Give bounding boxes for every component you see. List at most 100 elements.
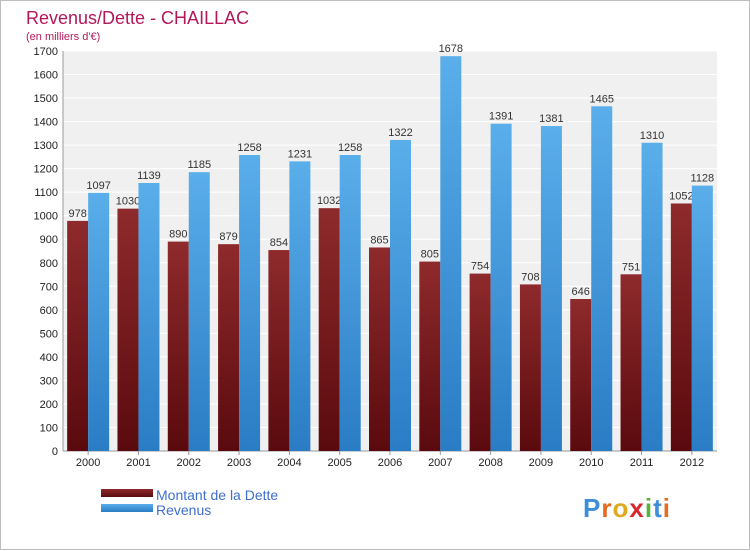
y-tick-label: 1000 <box>34 211 58 223</box>
data-label-revenus: 1381 <box>539 113 563 125</box>
data-label-revenus: 1258 <box>237 142 261 154</box>
bar-revenus <box>339 155 361 451</box>
logo-letter: i <box>645 493 653 523</box>
legend-label-revenus: Revenus <box>156 502 211 518</box>
bar-dette <box>469 273 491 451</box>
bars: 978 1097 1030 1139 890 1185 879 1258 854 1231 1032… <box>67 43 715 452</box>
legend: Montant de la Dette Revenus <box>101 487 278 518</box>
legend-swatch-dette <box>101 489 153 497</box>
x-tick-label: 2012 <box>680 457 704 469</box>
bar-revenus <box>490 123 512 452</box>
logo-letter: i <box>663 493 671 523</box>
logo-letter: o <box>612 493 629 523</box>
x-tick-label: 2002 <box>177 457 201 469</box>
logo-letter: r <box>601 493 612 523</box>
x-tick-label: 2008 <box>478 457 502 469</box>
bar-revenus <box>289 161 311 451</box>
data-label-revenus: 1391 <box>489 111 513 123</box>
data-label-revenus: 1465 <box>589 93 613 105</box>
bar-revenus <box>691 185 713 451</box>
data-label-dette: 879 <box>219 231 237 243</box>
y-tick-label: 1600 <box>34 70 58 82</box>
data-label-revenus: 1185 <box>187 159 211 171</box>
y-tick-label: 400 <box>40 352 58 364</box>
x-tick-label: 2005 <box>327 457 351 469</box>
x-axis-ticks: 2000 2001 2002 2003 2004 2005 2006 2007 2008 2009… <box>76 451 704 469</box>
x-tick-label: 2007 <box>428 457 452 469</box>
bar-revenus <box>641 142 663 451</box>
bar-revenus <box>239 155 261 451</box>
y-tick-label: 200 <box>40 399 58 411</box>
bar-revenus <box>88 192 110 451</box>
bar-revenus <box>138 183 160 451</box>
data-label-revenus: 1231 <box>288 148 312 160</box>
data-label-revenus: 1128 <box>691 173 715 185</box>
data-label-dette: 1052 <box>669 190 693 202</box>
y-tick-label: 1400 <box>34 117 58 129</box>
y-tick-label: 1700 <box>34 46 58 58</box>
x-tick-label: 2000 <box>76 457 100 469</box>
x-tick-label: 2003 <box>227 457 251 469</box>
data-label-revenus: 1310 <box>640 130 664 142</box>
y-tick-label: 700 <box>40 281 58 293</box>
bar-dette <box>318 208 340 451</box>
proxiti-logo: Proxiti <box>583 493 671 523</box>
x-tick-label: 2011 <box>630 457 654 469</box>
data-label-dette: 978 <box>68 208 86 220</box>
x-tick-label: 2009 <box>529 457 553 469</box>
y-tick-label: 900 <box>40 234 58 246</box>
y-tick-label: 1300 <box>34 140 58 152</box>
legend-swatch-revenus <box>101 504 153 512</box>
y-tick-label: 800 <box>40 258 58 270</box>
bar-dette <box>570 299 592 451</box>
x-tick-label: 2004 <box>277 457 301 469</box>
x-tick-label: 2001 <box>126 457 150 469</box>
data-label-dette: 865 <box>370 234 388 246</box>
bar-revenus <box>591 106 613 451</box>
y-tick-label: 1100 <box>34 187 58 199</box>
y-tick-label: 1200 <box>34 164 58 176</box>
bar-dette <box>167 241 189 451</box>
x-tick-label: 2010 <box>579 457 603 469</box>
bar-revenus <box>188 172 210 452</box>
data-label-dette: 1032 <box>317 195 341 207</box>
logo-letter: t <box>653 493 663 523</box>
bar-dette <box>519 284 541 451</box>
data-label-dette: 890 <box>169 229 187 241</box>
bar-dette <box>419 261 441 451</box>
logo-letter: x <box>629 493 644 523</box>
y-tick-label: 0 <box>52 446 58 458</box>
bar-dette <box>369 247 390 451</box>
x-tick-label: 2006 <box>378 457 402 469</box>
data-label-dette: 754 <box>471 261 489 273</box>
y-tick-label: 500 <box>40 328 58 340</box>
y-tick-label: 1500 <box>34 93 58 105</box>
bar-revenus <box>390 139 411 452</box>
data-label-dette: 708 <box>521 271 539 283</box>
bar-revenus <box>540 126 562 451</box>
y-tick-label: 600 <box>40 305 58 317</box>
bar-dette <box>620 274 642 451</box>
bar-revenus <box>440 56 462 451</box>
chart-subtitle: (en milliers d'€) <box>26 31 100 43</box>
legend-label-dette: Montant de la Dette <box>156 487 278 503</box>
data-label-dette: 854 <box>270 237 288 249</box>
data-label-revenus: 1097 <box>86 180 110 192</box>
data-label-revenus: 1678 <box>439 43 463 55</box>
data-label-revenus: 1258 <box>338 142 362 154</box>
chart-title: Revenus/Dette - CHAILLAC <box>26 8 249 28</box>
y-tick-label: 100 <box>40 422 58 434</box>
data-label-revenus: 1322 <box>388 127 412 139</box>
data-label-dette: 751 <box>622 261 640 273</box>
logo-letter: P <box>583 493 601 523</box>
bar-dette <box>218 244 240 451</box>
data-label-dette: 1030 <box>116 196 140 208</box>
y-tick-label: 300 <box>40 375 58 387</box>
bar-dette <box>117 208 139 451</box>
data-label-dette: 646 <box>572 286 590 298</box>
bar-dette <box>67 220 89 451</box>
bar-dette <box>670 203 692 451</box>
data-label-dette: 805 <box>421 249 439 261</box>
